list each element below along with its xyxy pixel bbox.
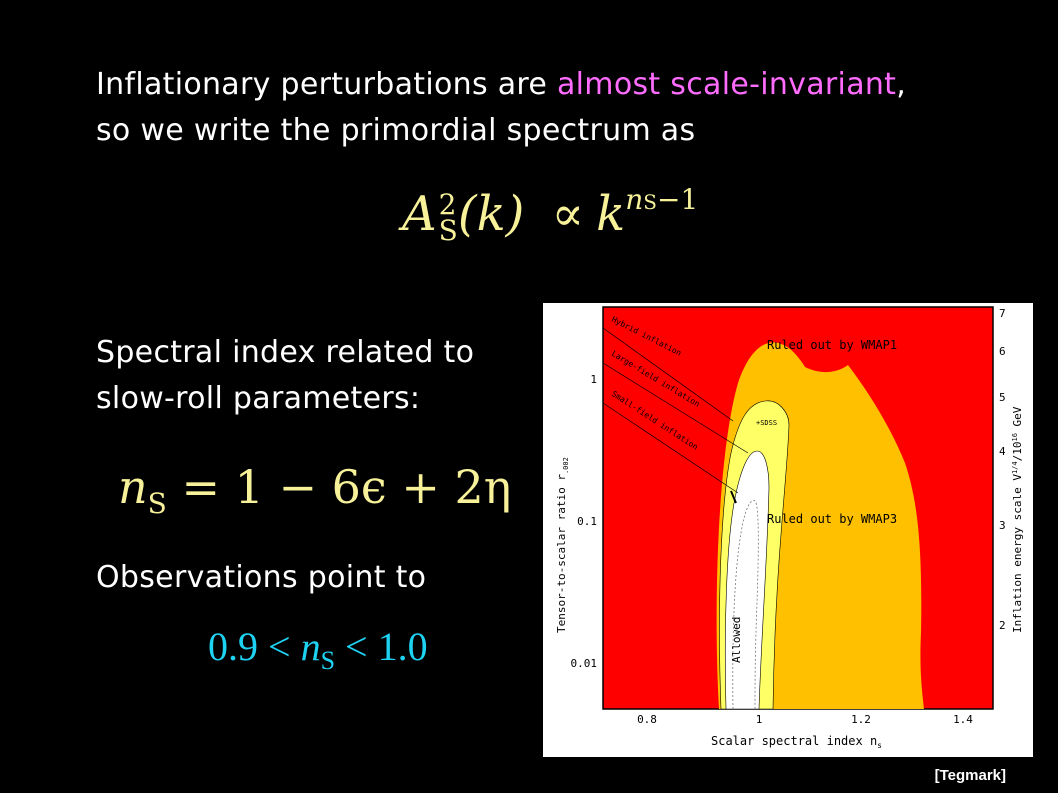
y2-tick: 6 bbox=[999, 345, 1006, 358]
y2-tick: 5 bbox=[999, 391, 1006, 404]
spectral-line-1: Spectral index related to bbox=[96, 335, 475, 370]
y2-axis-label: Inflation energy scale V1/4/1016 GeV bbox=[1011, 406, 1024, 633]
y2-tick: 2 bbox=[999, 619, 1006, 632]
highlight-text: almost scale-invariant bbox=[556, 67, 897, 102]
x-tick: 1.2 bbox=[851, 713, 871, 726]
eq1-arg: (k) bbox=[457, 186, 525, 242]
y-tick: 0.01 bbox=[571, 657, 598, 670]
spectral-line-2: slow-roll parameters: bbox=[96, 381, 421, 416]
x-tick: 1.4 bbox=[953, 713, 973, 726]
y-tick: 1 bbox=[590, 373, 597, 386]
phi4-marker bbox=[730, 490, 737, 504]
eq1-rhs: knS−1 bbox=[596, 183, 699, 242]
large-field-line bbox=[602, 362, 749, 454]
x-tick: 1 bbox=[756, 713, 763, 726]
constraint-plot: Ruled out by WMAP1 Ruled out by WMAP3 Al… bbox=[543, 303, 1033, 757]
wmap3-label: Ruled out by WMAP3 bbox=[767, 512, 897, 526]
y-axis-label: Tensor-to-scalar ratio r.002 bbox=[555, 457, 570, 633]
spectrum-equation: A 2 S (k) ∝ knS−1 bbox=[402, 183, 699, 247]
hybrid-inflation-line bbox=[602, 327, 734, 422]
intro-comma: , bbox=[896, 67, 907, 102]
x-axis-label: Scalar spectral index ns bbox=[711, 734, 882, 750]
y2-tick: 4 bbox=[999, 445, 1006, 458]
citation: [Tegmark] bbox=[934, 767, 1006, 784]
wmap1-label: Ruled out by WMAP1 bbox=[767, 338, 897, 352]
y-tick: 0.1 bbox=[577, 515, 597, 528]
intro-text: Inflationary perturbations are bbox=[96, 67, 557, 102]
intro-line-1: Inflationary perturbations are almost sc… bbox=[96, 66, 906, 104]
allowed-inner-contour bbox=[732, 500, 759, 710]
intro-line-2: so we write the primordial spectrum as bbox=[96, 113, 696, 148]
small-field-line bbox=[602, 402, 739, 494]
ns-range: 0.9 < nS < 1.0 bbox=[208, 624, 428, 675]
x-tick: 0.8 bbox=[637, 713, 657, 726]
y2-tick: 7 bbox=[999, 307, 1006, 320]
observations-text: Observations point to bbox=[96, 560, 427, 595]
y2-tick: 3 bbox=[999, 519, 1006, 532]
allowed-label: Allowed bbox=[730, 617, 743, 663]
slow-roll-equation: nS = 1 − 6ϵ + 2η bbox=[118, 460, 512, 521]
plot-svg: Ruled out by WMAP1 Ruled out by WMAP3 Al… bbox=[555, 306, 1024, 750]
sdss-label: +SDSS bbox=[756, 419, 777, 427]
eq1-proportional: ∝ bbox=[551, 186, 585, 242]
